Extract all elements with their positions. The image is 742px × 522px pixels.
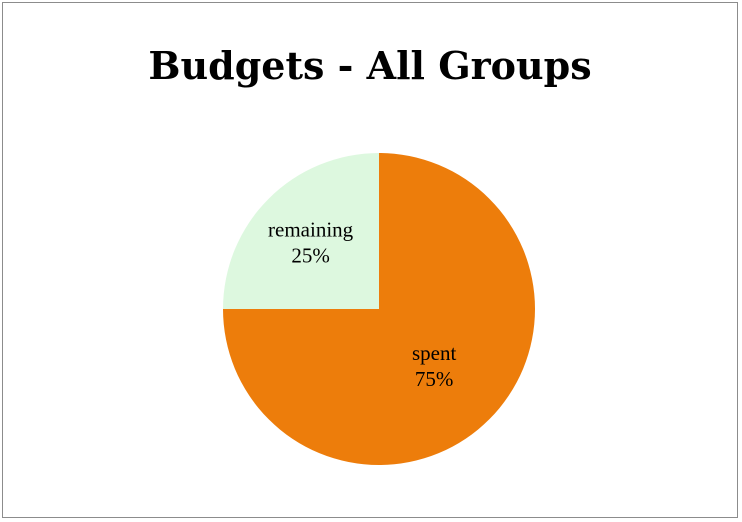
chart-title: Budgets - All Groups xyxy=(148,43,592,88)
pie-slice-remaining xyxy=(223,153,379,309)
slice-value-spent: 75% xyxy=(415,367,454,391)
slice-label-remaining: remaining xyxy=(268,218,354,242)
slice-label-spent: spent xyxy=(412,341,456,365)
slice-value-remaining: 25% xyxy=(291,244,330,268)
